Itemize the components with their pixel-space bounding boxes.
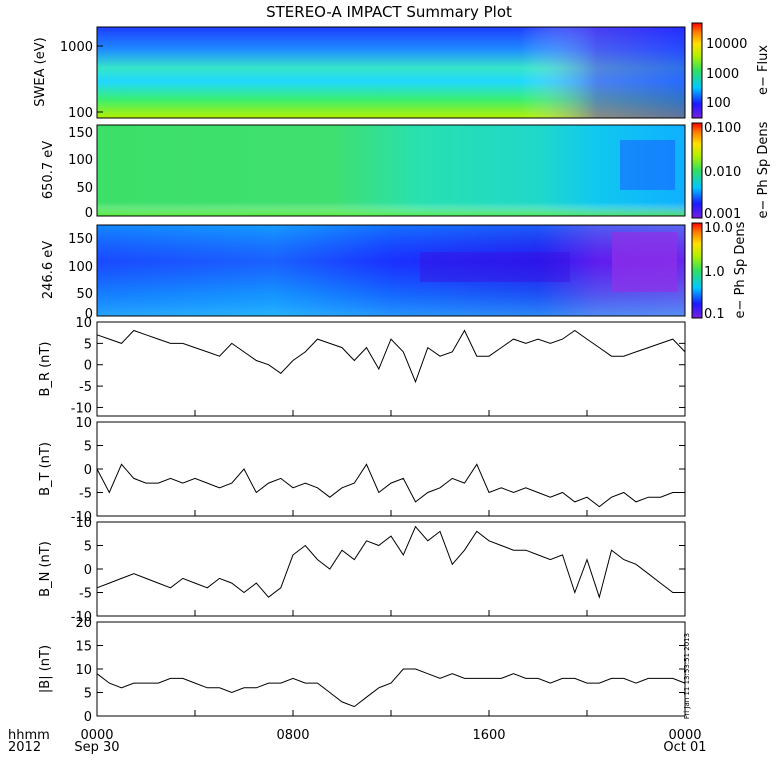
y-tick-label: 10 — [75, 663, 92, 678]
field-panel-3: 20 15 10 5 0 |B| (nT) — [38, 616, 686, 725]
spectrogram-swea-frame — [96, 26, 686, 119]
y-tick-label: -10 — [71, 401, 92, 416]
y-tick-label: 5 — [84, 440, 92, 455]
spectrogram-246: 246.6 eV 150 100 50 0 10.0 1.0 0.1 e− Ph… — [41, 221, 748, 322]
colorbar-phsp-2 — [691, 222, 703, 319]
field-series-line — [96, 329, 686, 384]
x-tick-label: 1600 — [472, 728, 505, 743]
spectrogram-650-ytick: 50 — [76, 181, 93, 196]
spectrogram-swea-ylabel: SWEA (eV) — [33, 37, 48, 106]
spectrogram-246-ytick: 0 — [85, 307, 93, 322]
plot-timestamp: Fri Jan 11 13:53:51 2013 — [683, 633, 691, 719]
spectrogram-swea-ytick: 100 — [68, 106, 93, 121]
colorbar-phsp-1-tick: 0.001 — [704, 207, 741, 222]
y-tick-label: 20 — [75, 616, 92, 631]
field-series-line — [96, 525, 685, 599]
y-tick-label: -5 — [79, 380, 92, 395]
field-panel-frame — [96, 421, 686, 517]
y-tick-label: -5 — [79, 487, 92, 502]
field-series-line — [96, 668, 686, 708]
field-panel-ylabel: B_T (nT) — [38, 442, 53, 496]
y-tick-label: 0 — [84, 710, 92, 725]
x-axis-label-hhmm: hhmm — [8, 728, 50, 743]
y-tick-label: 5 — [84, 540, 92, 555]
y-tick-label: 10 — [75, 316, 92, 331]
field-line-panels: 10 5 0 -5 -10 B_R (nT) 10 5 0 -5 -10 B_T (nT) 10 5 0 -5… — [38, 316, 686, 725]
y-tick-label: 0 — [84, 359, 92, 374]
y-tick-label: 0 — [84, 563, 92, 578]
colorbar-phsp-2-tick: 1.0 — [704, 265, 725, 280]
spectrogram-650-ytick: 150 — [68, 126, 93, 141]
y-tick-label: -5 — [79, 587, 92, 602]
colorbar-phsp-1-tick: 0.010 — [704, 165, 741, 180]
colorbar-phsp-2-label: e− Ph Sp Dens — [733, 221, 748, 318]
colorbar-phsp-1-label: e− Ph Sp Dens — [756, 121, 771, 218]
field-panel-2: 10 5 0 -5 -10 B_N (nT) — [38, 516, 686, 625]
colorbar-flux-tick: 10000 — [706, 37, 747, 52]
colorbar-flux — [691, 22, 703, 119]
y-tick-label: 0 — [84, 463, 92, 478]
x-axis: hhmm 2012 0000 0800 1600 0000 Sep 30 Oct… — [8, 728, 707, 755]
y-tick-label: 15 — [75, 640, 92, 655]
spectrogram-swea-ytick: 1000 — [60, 40, 93, 55]
x-axis-label-year: 2012 — [8, 740, 41, 755]
spectrogram-650-ytick: 100 — [68, 153, 93, 168]
field-panel-1: 10 5 0 -5 -10 B_T (nT) — [38, 416, 686, 525]
spectrogram-650-frame — [96, 124, 686, 217]
field-panel-ylabel: B_R (nT) — [38, 342, 53, 397]
x-tick-label: 0000 — [668, 728, 701, 743]
plot-title: STEREO-A IMPACT Summary Plot — [266, 3, 512, 21]
x-tick-label: 0000 — [80, 728, 113, 743]
colorbar-phsp-1 — [691, 122, 703, 219]
spectrogram-swea: SWEA (eV) 1000 100 10000 1000 100 e− Flu… — [33, 22, 771, 121]
colorbar-phsp-2-tick: 0.1 — [704, 307, 725, 322]
spectrogram-246-ytick: 150 — [68, 232, 93, 247]
y-tick-label: 5 — [84, 687, 92, 702]
field-panel-ylabel: B_N (nT) — [38, 541, 53, 597]
spectrogram-650: 650.7 eV 150 100 50 0 0.100 0.010 0.001 … — [41, 121, 771, 222]
spectrogram-246-ytick: 50 — [76, 287, 93, 302]
colorbar-phsp-2-tick: 10.0 — [704, 221, 733, 236]
colorbar-flux-tick: 1000 — [706, 67, 739, 82]
field-panel-frame — [96, 321, 686, 417]
y-tick-label: 10 — [75, 416, 92, 431]
spectrogram-650-ytick: 0 — [85, 206, 93, 221]
y-tick-label: -10 — [71, 510, 92, 525]
x-tick-label: 0800 — [276, 728, 309, 743]
spectrogram-650-ylabel: 650.7 eV — [41, 141, 56, 199]
spectrogram-246-frame — [96, 224, 686, 317]
x-date-label: Oct 01 — [663, 740, 706, 755]
colorbar-flux-label: e− Flux — [756, 45, 771, 95]
colorbar-flux-tick: 100 — [706, 96, 731, 111]
spectrogram-246-ylabel: 246.6 eV — [41, 241, 56, 299]
y-tick-label: -10 — [71, 610, 92, 625]
spectrogram-246-ytick: 100 — [68, 260, 93, 275]
x-date-label: Sep 30 — [74, 740, 119, 755]
colorbar-phsp-1-tick: 0.100 — [704, 121, 741, 136]
field-panel-ylabel: |B| (nT) — [38, 645, 53, 693]
field-panel-0: 10 5 0 -5 -10 B_R (nT) — [38, 316, 686, 417]
field-series-line — [96, 463, 685, 508]
y-tick-label: 5 — [84, 337, 92, 352]
y-tick-label: 10 — [75, 516, 92, 531]
field-panel-frame — [96, 621, 686, 717]
